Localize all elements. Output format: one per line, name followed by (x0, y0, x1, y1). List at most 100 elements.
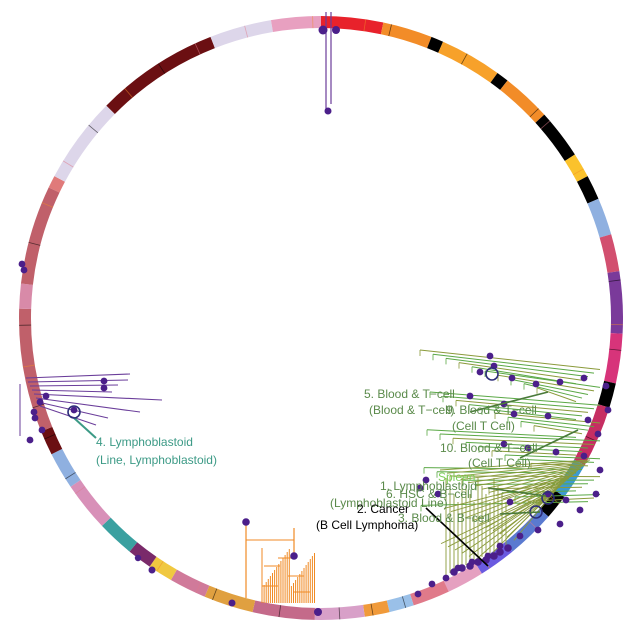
tree-branch (475, 496, 549, 560)
tree-node (324, 107, 332, 115)
tree-branch (426, 429, 577, 438)
tree-node (148, 566, 156, 574)
tree-node (508, 374, 516, 382)
ring-segment (500, 80, 545, 123)
label-9-line2: (Cell T Cell) (452, 419, 515, 433)
tree-node (318, 25, 328, 35)
tree-node (450, 568, 458, 576)
label-5-line1: 5. Blood & T−cell (364, 387, 455, 401)
ring-segment (443, 563, 482, 592)
label-blood-tcell-9: 9. Blood & T−cell (Cell T Cell) (446, 403, 537, 433)
ring-tick (370, 603, 374, 616)
ring-tick (388, 24, 392, 37)
ring-segment (599, 234, 620, 273)
ring-segment (18, 308, 53, 432)
tree-node (544, 412, 552, 420)
label-9-line1: 9. Blood & T−cell (446, 403, 537, 417)
annotation-line (425, 507, 489, 567)
label-2-line1: 2. Cancer (357, 502, 409, 516)
tree-node (552, 448, 560, 456)
tree-node (18, 260, 26, 268)
ring-segment (587, 198, 612, 238)
tree-branch (533, 425, 583, 435)
ring-segment (70, 480, 111, 526)
ring-segment (48, 176, 65, 193)
ring-tick (65, 472, 76, 480)
tree-node (332, 26, 340, 34)
tree-branch (471, 480, 567, 522)
tree-node (556, 378, 564, 386)
tree-branch (536, 387, 577, 403)
tree-branch (443, 475, 573, 509)
ring-segment (574, 404, 610, 466)
tree-node (580, 374, 588, 382)
ring-tick (22, 364, 35, 368)
tree-node (416, 484, 424, 492)
tree-node (592, 490, 600, 498)
tree-node (31, 414, 39, 422)
tree-branch (449, 475, 601, 478)
ring-segment (20, 187, 60, 285)
ring-segment (210, 20, 273, 49)
ring-segment (19, 283, 33, 309)
ring-segment (427, 36, 444, 53)
tree-node (314, 608, 322, 616)
tree-node (428, 580, 436, 588)
label-lymphoblastoid-1: 1. Lymphoblastoid (Lymphoblastoid Line) (330, 479, 477, 510)
ring-tick (41, 202, 54, 208)
ring-tick (88, 124, 99, 134)
ring-segment (604, 333, 623, 384)
ring-tick (608, 279, 621, 282)
tree-node (466, 562, 474, 570)
tree-node (594, 430, 602, 438)
annotation-lines (425, 391, 579, 567)
ring-tick (194, 43, 201, 55)
tree-branch (445, 357, 589, 378)
ring-tick (62, 160, 74, 168)
tree-branch (429, 391, 601, 406)
ring-tick (195, 581, 202, 594)
ring-segment (101, 517, 138, 552)
tree-node (38, 426, 46, 434)
tree-node (134, 554, 142, 562)
tree-node (510, 410, 518, 418)
label-hsc-bcell-6: 6. HSC & B−cell (386, 487, 472, 501)
ring-segment (504, 508, 549, 552)
ring-segment (363, 600, 390, 617)
ring-segment (577, 176, 599, 204)
label-cancer-2: 2. Cancer (B Cell Lymphoma) (316, 502, 418, 532)
ring-segment (41, 426, 63, 455)
ring-segment (607, 271, 623, 334)
tree-node (580, 452, 588, 460)
tree-branch (27, 379, 129, 383)
label-lymphoblastoid-4: 4. Lymphoblastoid (Line, Lymphoblastoid) (96, 435, 217, 467)
ring-segment (252, 600, 315, 620)
tree-node (504, 544, 512, 552)
tree-branch (461, 493, 552, 554)
ring-tick (461, 53, 468, 65)
ring-tick (75, 486, 86, 494)
annotation-line (487, 487, 547, 497)
tree-node (20, 266, 28, 274)
annotation-line (499, 511, 541, 515)
tree-branch (455, 399, 589, 413)
tree-branch (488, 468, 580, 493)
ring-tick (156, 561, 164, 572)
tree-branch (31, 389, 113, 393)
ring-tick (338, 607, 341, 620)
tree-branch (484, 370, 601, 388)
tree-node (524, 444, 532, 452)
tree-node (474, 558, 482, 566)
ring-segment (204, 585, 256, 613)
ring-tick (572, 168, 584, 176)
tree-branch (513, 488, 558, 541)
tree-node (486, 352, 494, 360)
ring-tick (609, 348, 622, 351)
ring-tick (363, 19, 367, 32)
label-2-line2: (B Cell Lymphoma) (316, 518, 418, 532)
tree-node (562, 496, 570, 504)
ring-tick (278, 605, 282, 618)
tree-node (556, 520, 564, 528)
tree-node (576, 506, 584, 514)
tissue-color-ring (18, 16, 623, 620)
